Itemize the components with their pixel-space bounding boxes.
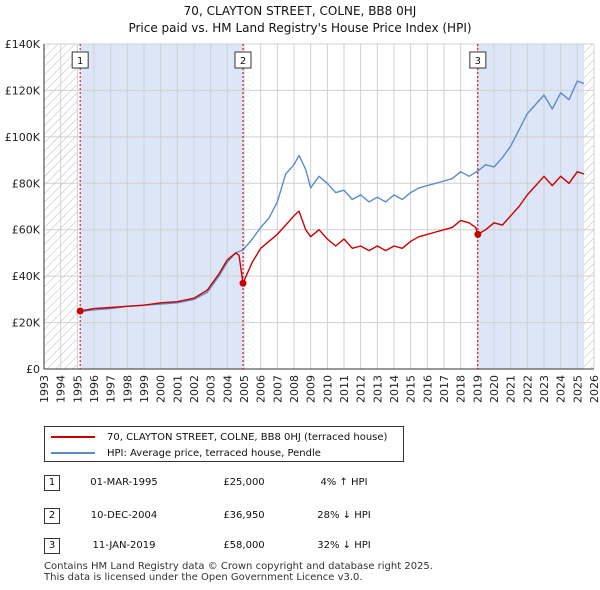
y-tick-label: £40K [12,270,41,283]
footer-attribution: Contains HM Land Registry data © Crown c… [44,561,433,583]
x-tick-label: 2002 [188,375,201,403]
x-tick-label: 1996 [88,375,101,403]
sale-hpi-diff: 4% ↑ HPI [320,477,368,488]
sale-number-badge: 2 [44,508,60,524]
y-tick-label: £140K [5,38,41,51]
x-tick-label: 1998 [121,375,134,403]
sale-hpi-diff: 32% ↓ HPI [317,540,371,551]
sale-price: £25,000 [223,477,265,488]
x-tick-label: 2005 [238,375,251,403]
legend-label-property: 70, CLAYTON STREET, COLNE, BB8 0HJ (terr… [107,431,388,443]
sale-date: 10-DEC-2004 [90,510,158,521]
x-tick-label: 2017 [438,375,451,403]
x-tick-label: 2006 [255,375,268,403]
x-tick-label: 1999 [138,375,151,403]
x-tick-label: 2014 [388,375,401,403]
property-series-line [77,170,585,312]
x-tick-label: 1993 [38,375,51,403]
hatched-region-after [584,44,594,369]
legend-label-hpi: HPI: Average price, terraced house, Pend… [107,447,321,459]
legend-item-hpi: HPI: Average price, terraced house, Pend… [51,445,321,461]
sale-marker-label: 1 [77,56,83,67]
sale-point [474,230,482,238]
y-tick-label: £60K [12,224,41,237]
sale-number-badge: 1 [44,475,60,491]
y-tick-label: £20K [12,317,41,330]
legend-swatch-hpi [51,452,95,454]
x-tick-label: 2023 [538,375,551,403]
footer-line-2: This data is licensed under the Open Gov… [44,572,363,583]
sale-point [239,279,247,287]
x-tick-label: 2018 [455,375,468,403]
x-tick-label: 1994 [55,375,68,403]
sale-hpi-diff: 28% ↓ HPI [317,510,371,521]
sale-marker-label: 2 [240,56,246,67]
x-tick-label: 2025 [571,375,584,403]
sale-marker-box [71,51,89,69]
y-tick-label: £80K [12,177,41,190]
x-tick-label: 2011 [338,375,351,403]
x-tick-label: 2010 [321,375,334,403]
sale-row: 1 01-MAR-1995 £25,000 4% ↑ HPI [44,471,444,495]
sale-row: 3 11-JAN-2019 £58,000 32% ↓ HPI [44,534,444,558]
hpi-series-line [77,80,585,313]
sale-marker-box [469,51,487,69]
x-tick-label: 2013 [371,375,384,403]
x-tick-label: 2007 [271,375,284,403]
x-tick-label: 2016 [421,375,434,403]
y-tick-label: £0 [26,363,40,376]
x-tick-label: 2024 [555,375,568,403]
chart-plot: £0 £20K £40K £60K £80K £100K £120K £140K 1993 199… [5,38,600,403]
x-tick-label: 2021 [505,375,518,403]
x-tick-label: 2003 [205,375,218,403]
legend: 70, CLAYTON STREET, COLNE, BB8 0HJ (terr… [44,426,404,462]
footer-line-1: Contains HM Land Registry data © Crown c… [44,561,433,572]
sale-row: 2 10-DEC-2004 £36,950 28% ↓ HPI [44,504,444,528]
sale-price: £36,950 [223,510,265,521]
ownership-shading [80,44,244,369]
chart-title-line-2: Price paid vs. HM Land Registry's House … [128,21,472,35]
x-tick-label: 2026 [588,375,600,403]
x-tick-label: 2019 [471,375,484,403]
x-tick-label: 2012 [355,375,368,403]
sale-marker-label: 3 [475,56,481,67]
sale-number-badge: 3 [44,538,60,554]
x-tick-label: 2004 [221,375,234,403]
sale-point [76,307,84,315]
sale-marker-box [234,51,252,69]
x-tick-label: 2020 [488,375,501,403]
y-tick-label: £100K [5,131,41,144]
y-tick-label: £120K [5,84,41,97]
x-tick-label: 2000 [155,375,168,403]
x-tick-label: 2009 [305,375,318,403]
sale-price: £58,000 [223,540,265,551]
sale-date: 11-JAN-2019 [92,540,156,551]
legend-swatch-property [51,436,95,438]
legend-item-property: 70, CLAYTON STREET, COLNE, BB8 0HJ (terr… [51,429,387,445]
x-tick-label: 1995 [71,375,84,403]
x-tick-label: 2008 [288,375,301,403]
sale-date: 01-MAR-1995 [90,477,158,488]
chart-title-line-1: 70, CLAYTON STREET, COLNE, BB8 0HJ [183,4,417,18]
x-tick-label: 2015 [405,375,418,403]
x-tick-label: 1997 [105,375,118,403]
x-tick-label: 2022 [521,375,534,403]
x-tick-label: 2001 [171,375,184,403]
